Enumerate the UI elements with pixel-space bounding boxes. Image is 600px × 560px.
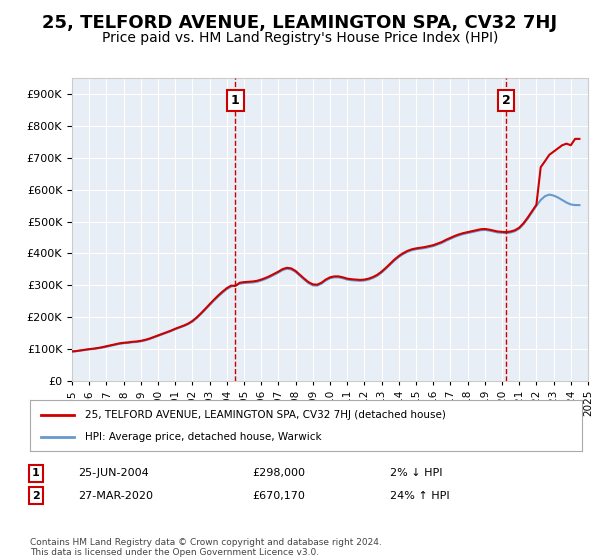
- Text: 24% ↑ HPI: 24% ↑ HPI: [390, 491, 449, 501]
- Text: 1: 1: [231, 94, 240, 107]
- Text: 25, TELFORD AVENUE, LEAMINGTON SPA, CV32 7HJ (detached house): 25, TELFORD AVENUE, LEAMINGTON SPA, CV32…: [85, 409, 446, 419]
- Text: £670,170: £670,170: [252, 491, 305, 501]
- Text: 25, TELFORD AVENUE, LEAMINGTON SPA, CV32 7HJ: 25, TELFORD AVENUE, LEAMINGTON SPA, CV32…: [43, 14, 557, 32]
- Text: 2% ↓ HPI: 2% ↓ HPI: [390, 468, 443, 478]
- Text: 27-MAR-2020: 27-MAR-2020: [78, 491, 153, 501]
- Text: 25-JUN-2004: 25-JUN-2004: [78, 468, 149, 478]
- Text: HPI: Average price, detached house, Warwick: HPI: Average price, detached house, Warw…: [85, 432, 322, 442]
- Text: £298,000: £298,000: [252, 468, 305, 478]
- Text: 2: 2: [32, 491, 40, 501]
- Text: 1: 1: [32, 468, 40, 478]
- Text: 2: 2: [502, 94, 511, 107]
- Text: Contains HM Land Registry data © Crown copyright and database right 2024.
This d: Contains HM Land Registry data © Crown c…: [30, 538, 382, 557]
- Text: Price paid vs. HM Land Registry's House Price Index (HPI): Price paid vs. HM Land Registry's House …: [102, 31, 498, 45]
